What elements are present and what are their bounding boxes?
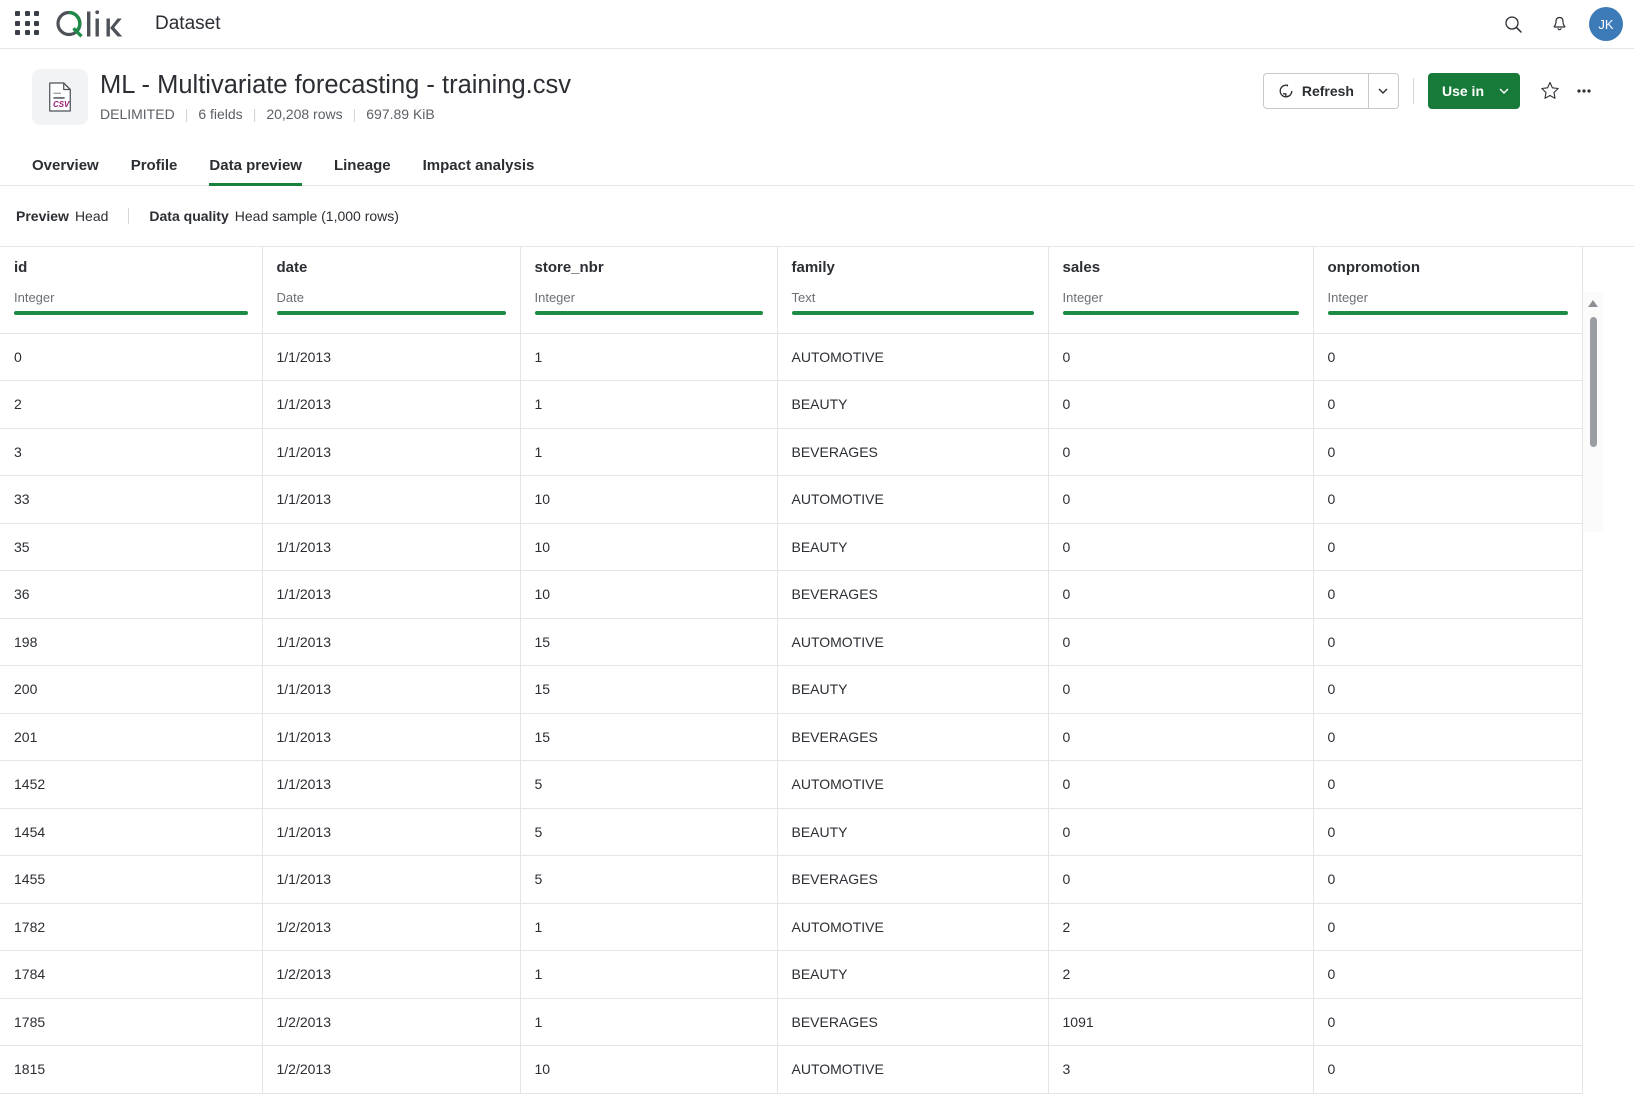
svg-text:CSV: CSV [53, 100, 70, 109]
